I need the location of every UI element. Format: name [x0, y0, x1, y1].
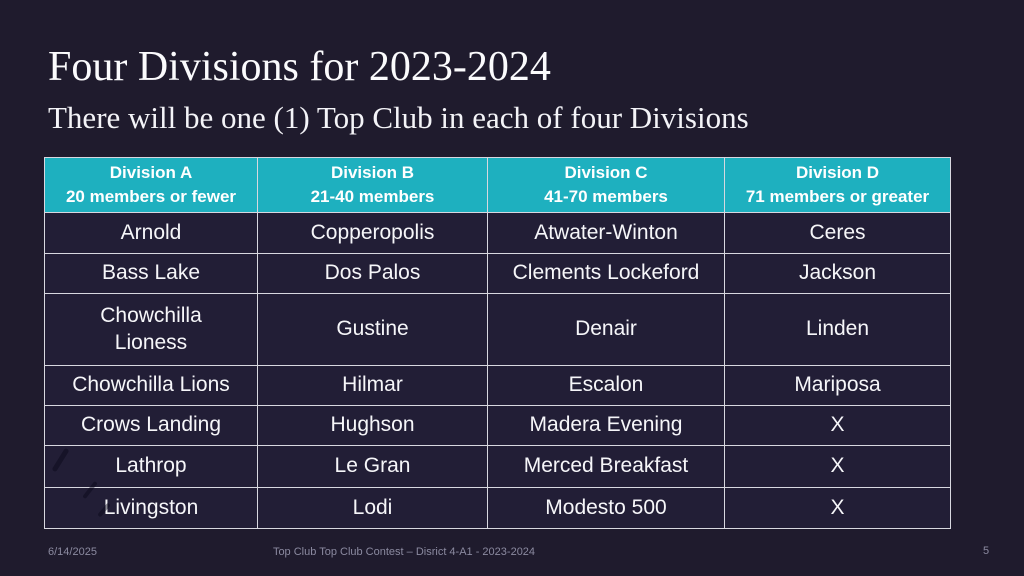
table-cell: Modesto 500: [487, 487, 725, 529]
table-cell: X: [724, 445, 951, 488]
table-row: Crows Landing Hughson Madera Evening X: [44, 405, 951, 446]
table-cell: Dos Palos: [257, 253, 488, 294]
table-cell: Hilmar: [257, 365, 488, 406]
header-division-c: Division C 41-70 members: [487, 157, 725, 213]
table-cell: Clements Lockeford: [487, 253, 725, 294]
header-division-a: Division A 20 members or fewer: [44, 157, 258, 213]
footer-text: Top Club Top Club Contest – Disrict 4-A1…: [272, 546, 536, 558]
slide-subtitle: There will be one (1) Top Club in each o…: [48, 100, 749, 135]
table-cell: Atwater-Winton: [487, 212, 725, 254]
table-cell: Hughson: [257, 405, 488, 446]
table-cell: Jackson: [724, 253, 951, 294]
table-cell: Chowchilla Lioness: [44, 293, 258, 366]
table-cell: X: [724, 487, 951, 529]
slide-title: Four Divisions for 2023-2024: [48, 44, 551, 90]
table-cell: Mariposa: [724, 365, 951, 406]
header-division-b: Division B 21-40 members: [257, 157, 488, 213]
table-cell: Arnold: [44, 212, 258, 254]
footer-page-number: 5: [982, 545, 990, 557]
table-row: Arnold Copperopolis Atwater-Winton Ceres: [44, 212, 951, 254]
table-row: Bass Lake Dos Palos Clements Lockeford J…: [44, 253, 951, 294]
table-header-row: Division A 20 members or fewer Division …: [44, 157, 951, 213]
table-cell: Lodi: [257, 487, 488, 529]
table-cell: Livingston: [44, 487, 258, 529]
divisions-table: Division A 20 members or fewer Division …: [44, 157, 951, 529]
table-cell: Escalon: [487, 365, 725, 406]
table-row: Chowchilla Lions Hilmar Escalon Mariposa: [44, 365, 951, 406]
footer-date: 6/14/2025: [48, 546, 97, 558]
table-cell: Denair: [487, 293, 725, 366]
table-cell: Chowchilla Lions: [44, 365, 258, 406]
table-row: Chowchilla Lioness Gustine Denair Linden: [44, 293, 951, 366]
header-division-d: Division D 71 members or greater: [724, 157, 951, 213]
table-cell: Bass Lake: [44, 253, 258, 294]
table-cell: Le Gran: [257, 445, 488, 488]
table-cell: Copperopolis: [257, 212, 488, 254]
table-row: Lathrop Le Gran Merced Breakfast X: [44, 445, 951, 488]
table-row: Livingston Lodi Modesto 500 X: [44, 487, 951, 529]
table-cell: Madera Evening: [487, 405, 725, 446]
table-cell: Ceres: [724, 212, 951, 254]
table-cell: Crows Landing: [44, 405, 258, 446]
table-cell: Lathrop: [44, 445, 258, 488]
table-cell: X: [724, 405, 951, 446]
table-cell: Linden: [724, 293, 951, 366]
table-cell: Merced Breakfast: [487, 445, 725, 488]
table-cell: Gustine: [257, 293, 488, 366]
